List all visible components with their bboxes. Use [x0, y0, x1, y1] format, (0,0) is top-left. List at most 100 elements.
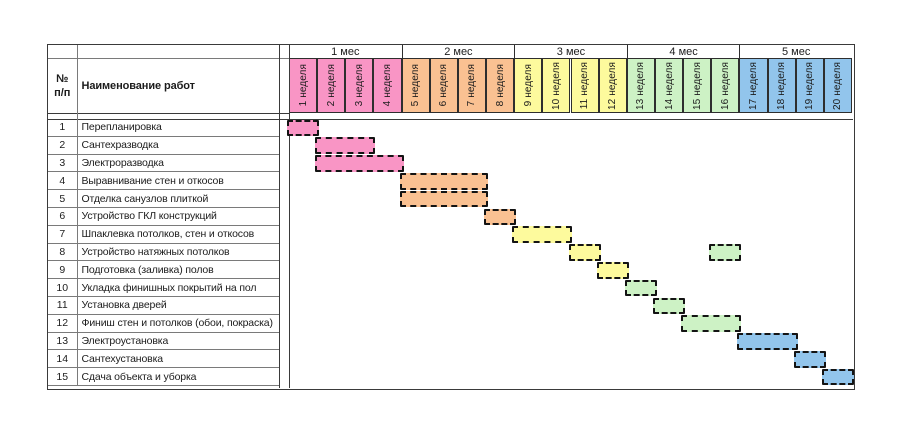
week-header-cell-label: 15 неделя	[691, 61, 703, 110]
gantt-bar-task13-w17-18[interactable]	[737, 333, 798, 350]
task-number-cell: 15	[48, 368, 77, 386]
task-name-cell-label: Перепланировка	[81, 121, 162, 134]
gantt-bar-task8-w16-16[interactable]	[709, 244, 742, 261]
task-name-cell-label: Отделка санузлов плиткой	[81, 192, 209, 205]
week-header-cell: 2 неделя	[317, 59, 346, 113]
schedule-table: № п/п Наименование работ 1 мес 2 мес 3 мес…	[47, 44, 855, 390]
task-number-cell-label: 7	[59, 228, 66, 241]
month-header-cell-label: 4 мес	[669, 45, 698, 58]
week-header-cell: 20 неделя	[823, 59, 852, 113]
task-name-cell-label: Установка дверей	[81, 299, 167, 312]
task-name-cell-label: Устройство ГКЛ конструкций	[81, 210, 217, 223]
week-header-cell: 4 неделя	[373, 59, 402, 113]
month-header-cell: 3 мес	[514, 45, 627, 59]
week-header-cell: 12 неделя	[598, 59, 627, 113]
task-number-cell: 14	[48, 350, 77, 369]
gantt-bar-task14-w19-19[interactable]	[793, 351, 826, 368]
week-header-cell: 19 неделя	[795, 59, 824, 113]
week-header-cell: 1 неделя	[289, 59, 318, 113]
week-header-cell-label: 13 неделя	[635, 61, 647, 110]
task-name-cell: Электроразводка	[76, 155, 279, 173]
week-header-cell: 3 неделя	[345, 59, 374, 113]
column-header-number: № п/п	[54, 72, 71, 99]
week-header-cell-label: 17 неделя	[747, 61, 759, 110]
task-name-cell-label: Сантехразводка	[81, 139, 159, 152]
gantt-bar-task15-w20-20[interactable]	[821, 368, 854, 386]
task-number-cell-label: 13	[56, 334, 69, 347]
task-name-cell: Сантехразводка	[76, 137, 279, 155]
task-number-cell-label: 12	[56, 317, 69, 330]
week-header-cell-label: 1 неделя	[297, 64, 309, 107]
gantt-bar-task2-w2-3[interactable]	[315, 137, 376, 154]
week-header-cell-label: 14 неделя	[663, 61, 675, 110]
gantt-bar-task9-w12-12[interactable]	[596, 262, 629, 279]
week-header-cell: 15 неделя	[683, 59, 712, 113]
task-name-cell: Сантехустановка	[76, 350, 279, 369]
gantt-bar-task8-w11-11[interactable]	[568, 244, 601, 261]
task-number-cell-label: 2	[59, 139, 66, 152]
month-header-cell-label: 3 мес	[556, 45, 586, 58]
gantt-bar-task11-w14-14[interactable]	[652, 297, 686, 315]
task-number-cell: 13	[48, 333, 77, 351]
task-name-cell: Финиш стен и потолков (обои, покраска)	[76, 315, 279, 333]
month-header-cell: 2 мес	[401, 45, 515, 59]
month-header-cell-label: 2 мес	[444, 45, 473, 58]
week-header-cell: 13 неделя	[626, 59, 655, 113]
task-name-cell: Выравнивание стен и откосов	[76, 172, 279, 191]
task-number-cell-label: 6	[59, 210, 66, 223]
months-row-blank-cell	[48, 45, 289, 59]
num-name-separator	[76, 45, 78, 386]
gantt-bar-task10-w13-13[interactable]	[624, 279, 657, 297]
task-number-cell: 10	[48, 279, 77, 297]
task-number-cell: 4	[48, 172, 77, 191]
task-name-cell-label: Шпаклевка потолков, стен и откосов	[81, 228, 255, 241]
week-header-cell-label: 2 неделя	[325, 64, 337, 107]
gantt-bar-task12-w15-16[interactable]	[681, 315, 742, 332]
task-name-cell: Сдача объекта и уборка	[76, 368, 279, 386]
month-header-cell-label: 5 мес	[782, 45, 811, 58]
week-header-cell-label: 10 неделя	[550, 61, 562, 110]
month-header-cell-label: 1 мес	[331, 45, 360, 58]
week-header-cell: 5 неделя	[401, 59, 430, 113]
week-header-cell: 11 неделя	[570, 59, 599, 113]
task-name-cell-label: Подготовка (заливка) полов	[81, 263, 214, 276]
task-number-cell-label: 11	[56, 299, 68, 312]
task-number-cell-label: 3	[59, 156, 66, 169]
week-header-cell: 6 неделя	[429, 59, 458, 113]
week-header-cell-label: 9 неделя	[522, 64, 534, 107]
task-number-cell: 6	[48, 208, 77, 226]
week-header-cell-label: 19 неделя	[804, 61, 816, 110]
gantt-bar-task5-w5-7[interactable]	[399, 190, 489, 208]
task-number-cell: 2	[48, 137, 77, 155]
week-header-cell-label: 4 неделя	[382, 64, 393, 107]
task-name-cell: Электроустановка	[76, 333, 279, 351]
week-header-cell-label: 12 неделя	[607, 61, 619, 110]
week-header-cell-label: 18 неделя	[776, 61, 788, 110]
gantt-bar-task7-w9-10[interactable]	[512, 226, 573, 243]
task-number-cell: 12	[48, 315, 77, 333]
task-number-cell-label: 14	[56, 352, 69, 365]
task-name-cell-label: Устройство натяжных потолков	[81, 245, 230, 258]
task-number-cell: 8	[48, 244, 77, 262]
task-name-cell: Устройство ГКЛ конструкций	[76, 208, 279, 226]
month-header-cell: 5 мес	[739, 45, 852, 59]
week-header-cell: 7 неделя	[457, 59, 487, 113]
week-header-cell: 18 неделя	[767, 59, 796, 113]
gantt-bar-task1-w1-1[interactable]	[287, 119, 320, 137]
header-bottom-line	[48, 113, 289, 114]
week-header-cell-label: 3 неделя	[353, 64, 365, 107]
gantt-bar-task4-w5-7[interactable]	[399, 173, 489, 190]
week-header-cell-label: 6 неделя	[438, 64, 450, 107]
week-header-cell: 17 неделя	[739, 59, 768, 113]
gantt-bar-task6-w8-8[interactable]	[484, 208, 517, 226]
week-header-cell: 9 неделя	[514, 59, 543, 113]
week-header-cell: 14 неделя	[654, 59, 684, 113]
gantt-bar-task3-w2-4[interactable]	[315, 155, 404, 172]
week-header-cell-label: 16 неделя	[719, 61, 731, 110]
task-number-cell: 1	[48, 119, 77, 137]
task-number-cell-label: 15	[56, 370, 69, 383]
task-name-cell-label: Финиш стен и потолков (обои, покраска)	[81, 317, 273, 330]
task-name-cell: Перепланировка	[76, 119, 279, 137]
task-number-cell: 5	[48, 190, 77, 208]
